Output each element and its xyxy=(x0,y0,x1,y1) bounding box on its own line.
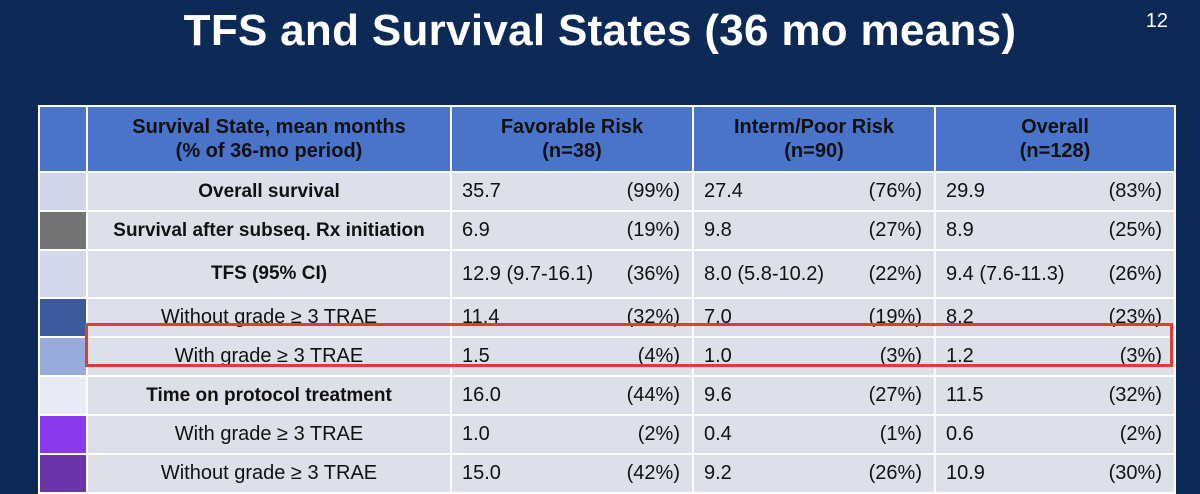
favorable-cell: 1.0 (2%) xyxy=(450,414,694,455)
overall-cell: 8.9 (25%) xyxy=(934,210,1176,251)
color-swatch xyxy=(38,171,88,212)
favorable-cell: 35.7 (99%) xyxy=(450,171,694,212)
header-row: Survival State, mean months (% of 36-mo p… xyxy=(38,105,1176,173)
row-label: With grade ≥ 3 TRAE xyxy=(86,336,452,377)
favorable-cell: 6.9 (19%) xyxy=(450,210,694,251)
interm-cell: 7.0 (19%) xyxy=(692,297,936,338)
overall-cell: 8.2 (23%) xyxy=(934,297,1176,338)
table-row: Overall survival 35.7 (99%) 27.4 (76%) 29.… xyxy=(38,171,1176,212)
interm-cell: 0.4 (1%) xyxy=(692,414,936,455)
table-row: Time on protocol treatment 16.0 (44%) 9.6… xyxy=(38,375,1176,416)
survival-states-table: Survival State, mean months (% of 36-mo p… xyxy=(38,105,1176,494)
table-row: TFS (95% CI) 12.9 (9.7-16.1) (36%) 8.0 (5… xyxy=(38,249,1176,299)
interm-cell: 1.0 (3%) xyxy=(692,336,936,377)
interm-cell: 8.0 (5.8-10.2) (22%) xyxy=(692,249,936,299)
favorable-cell: 12.9 (9.7-16.1) (36%) xyxy=(450,249,694,299)
interm-cell: 27.4 (76%) xyxy=(692,171,936,212)
table-row: Survival after subseq. Rx initiation 6.9… xyxy=(38,210,1176,251)
favorable-cell: 1.5 (4%) xyxy=(450,336,694,377)
favorable-cell: 11.4 (32%) xyxy=(450,297,694,338)
interm-cell: 9.8 (27%) xyxy=(692,210,936,251)
row-label: With grade ≥ 3 TRAE xyxy=(86,414,452,455)
overall-cell: 11.5 (32%) xyxy=(934,375,1176,416)
header-interm-poor-risk: Interm/Poor Risk (n=90) xyxy=(692,105,936,173)
row-label: Without grade ≥ 3 TRAE xyxy=(86,453,452,494)
row-label: Without grade ≥ 3 TRAE xyxy=(86,297,452,338)
overall-cell: 1.2 (3%) xyxy=(934,336,1176,377)
row-label: TFS (95% CI) xyxy=(86,249,452,299)
color-swatch xyxy=(38,297,88,338)
overall-cell: 9.4 (7.6-11.3) (26%) xyxy=(934,249,1176,299)
header-favorable-risk: Favorable Risk (n=38) xyxy=(450,105,694,173)
table-row: Without grade ≥ 3 TRAE 11.4 (32%) 7.0 (19%… xyxy=(38,297,1176,338)
overall-cell: 10.9 (30%) xyxy=(934,453,1176,494)
header-survival-state: Survival State, mean months (% of 36-mo p… xyxy=(86,105,452,173)
header-overall: Overall (n=128) xyxy=(934,105,1176,173)
table-row-highlighted: With grade ≥ 3 TRAE 1.5 (4%) 1.0 (3%) 1.2(… xyxy=(38,336,1176,377)
row-label: Overall survival xyxy=(86,171,452,212)
row-label: Time on protocol treatment xyxy=(86,375,452,416)
color-swatch xyxy=(38,210,88,251)
header-swatch-cell xyxy=(38,105,88,173)
color-swatch xyxy=(38,414,88,455)
favorable-cell: 15.0 (42%) xyxy=(450,453,694,494)
favorable-cell: 16.0 (44%) xyxy=(450,375,694,416)
interm-cell: 9.2 (26%) xyxy=(692,453,936,494)
table-row: Without grade ≥ 3 TRAE 15.0 (42%) 9.2 (26%… xyxy=(38,453,1176,494)
row-label: Survival after subseq. Rx initiation xyxy=(86,210,452,251)
slide-title: TFS and Survival States (36 mo means) xyxy=(183,6,1017,55)
slide-number: 12 xyxy=(1145,10,1168,32)
interm-cell: 9.6 (27%) xyxy=(692,375,936,416)
color-swatch xyxy=(38,453,88,494)
color-swatch xyxy=(38,249,88,299)
color-swatch xyxy=(38,375,88,416)
color-swatch xyxy=(38,336,88,377)
overall-cell: 29.9 (83%) xyxy=(934,171,1176,212)
table-row: With grade ≥ 3 TRAE 1.0 (2%) 0.4 (1%) 0.6(… xyxy=(38,414,1176,455)
overall-cell: 0.6 (2%) xyxy=(934,414,1176,455)
